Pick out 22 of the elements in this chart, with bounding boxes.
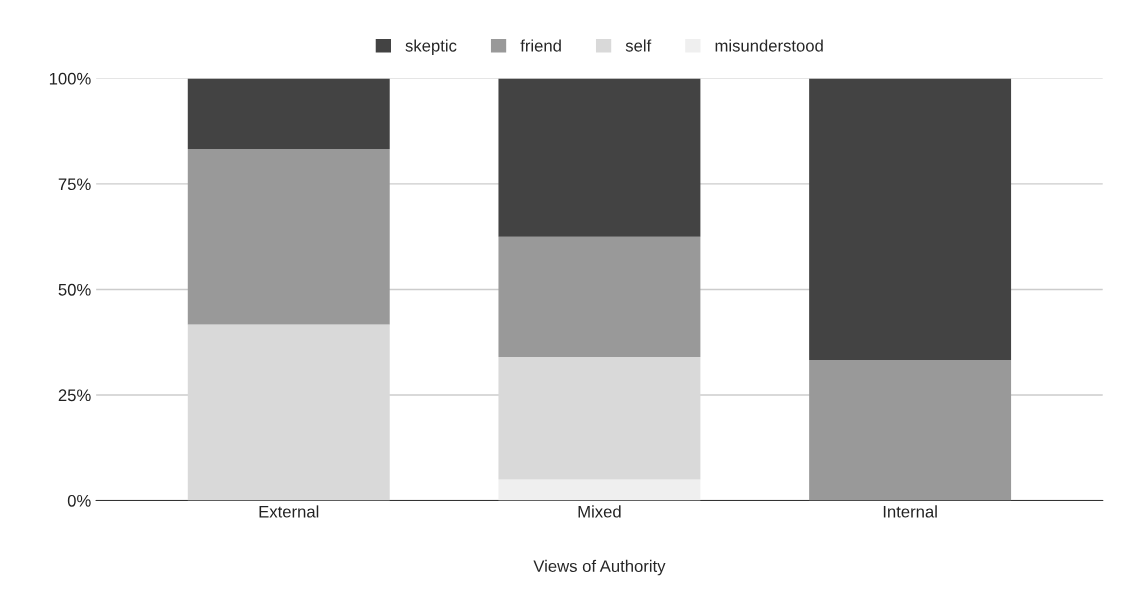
legend-label: misunderstood — [715, 39, 823, 52]
bar — [498, 479, 701, 501]
bar — [187, 324, 390, 501]
bar — [187, 78, 390, 149]
y-tick-label: 100% — [49, 72, 91, 85]
legend-label: self — [625, 39, 652, 52]
x-tick-label: External — [259, 505, 319, 518]
bar — [498, 78, 701, 237]
bar — [809, 78, 1012, 360]
bar — [498, 236, 701, 357]
legend-label: skeptic — [405, 39, 457, 55]
x-tick-label: Internal — [883, 505, 937, 518]
y-tick-label: 25% — [58, 389, 91, 402]
x-tick-label: Mixed — [578, 505, 621, 518]
bar — [809, 359, 1012, 501]
bar — [187, 148, 390, 325]
y-tick-label: 75% — [58, 178, 91, 191]
y-tick-label: 0% — [67, 494, 91, 507]
legend-label: friend — [520, 39, 561, 52]
x-axis-title: Views of Authority — [533, 559, 666, 576]
y-tick-label: 50% — [58, 283, 91, 296]
bar — [498, 356, 701, 480]
